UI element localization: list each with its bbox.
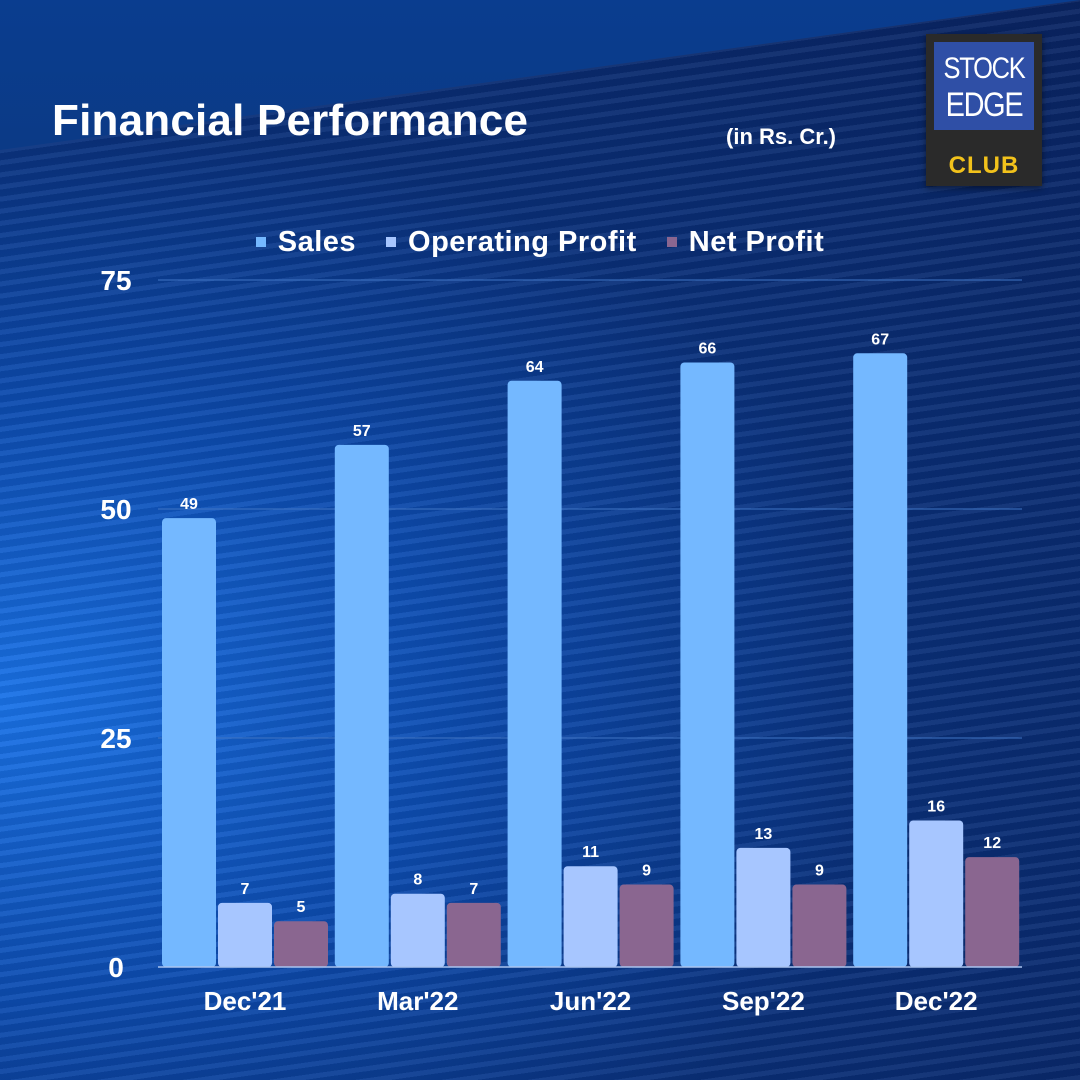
bar-net-profit-mar-22	[446, 902, 501, 967]
logo-text-stock: STOCK	[943, 52, 1025, 85]
x-tick-label-dec-21: Dec'21	[204, 986, 287, 1016]
y-tick-label-50: 50	[100, 494, 131, 525]
y-tick-label-25: 25	[100, 723, 131, 754]
logo-text-edge: EDGE	[945, 86, 1024, 124]
logo-box: STOCK EDGE	[934, 42, 1034, 130]
data-label-sales-mar-22: 57	[353, 423, 371, 440]
data-label-sales-dec-21: 49	[180, 496, 198, 513]
x-tick-label-sep-22: Sep'22	[722, 986, 805, 1016]
bar-sales-dec-21	[162, 518, 216, 967]
chart-title: Financial Performance	[52, 96, 529, 145]
bar-operating-profit-dec-22	[909, 820, 964, 967]
bar-net-profit-dec-22	[965, 857, 1020, 967]
bar-sales-sep-22	[680, 362, 735, 967]
x-tick-label-dec-22: Dec'22	[895, 986, 978, 1016]
bar-operating-profit-dec-21	[218, 902, 272, 967]
legend-swatch-net-profit	[666, 237, 677, 247]
data-label-net-profit-jun-22: 9	[642, 863, 651, 880]
bar-net-profit-jun-22	[619, 884, 674, 967]
legend-swatch-operating-profit	[386, 237, 397, 247]
data-label-sales-dec-22: 67	[871, 331, 889, 348]
y-tick-label-75: 75	[100, 265, 131, 296]
bar-operating-profit-sep-22	[736, 847, 791, 967]
bar-net-profit-sep-22	[792, 884, 847, 967]
legend-label-sales: Sales	[277, 225, 357, 258]
legend-item-operating-profit: Operating Profit	[386, 226, 637, 259]
data-label-net-profit-mar-22: 7	[469, 881, 478, 898]
data-label-operating-profit-sep-22: 13	[755, 826, 773, 843]
data-label-operating-profit-jun-22: 11	[582, 844, 599, 861]
data-label-sales-sep-22: 66	[699, 340, 717, 357]
y-tick-label-0: 0	[108, 952, 124, 983]
data-label-operating-profit-dec-22: 16	[927, 798, 945, 815]
bar-sales-jun-22	[507, 380, 562, 967]
data-label-net-profit-sep-22: 9	[815, 863, 824, 880]
data-label-net-profit-dec-21: 5	[297, 899, 306, 916]
bar-sales-mar-22	[334, 444, 389, 967]
bar-operating-profit-jun-22	[563, 866, 618, 967]
data-label-net-profit-dec-22: 12	[983, 835, 1001, 852]
logo-text-club: CLUB	[948, 152, 1020, 179]
legend-item-sales: Sales	[255, 225, 357, 259]
bar-operating-profit-mar-22	[390, 893, 445, 967]
stockedge-club-logo: STOCK EDGE CLUB	[926, 34, 1042, 186]
data-label-operating-profit-mar-22: 8	[413, 872, 422, 889]
legend-label-operating-profit: Operating Profit	[408, 225, 637, 258]
data-label-operating-profit-dec-21: 7	[241, 881, 250, 898]
x-tick-label-jun-22: Jun'22	[550, 986, 631, 1016]
legend: Sales Operating Profit Net Profit	[0, 222, 1080, 262]
legend-label-net-profit: Net Profit	[688, 225, 825, 258]
x-tick-label-mar-22: Mar'22	[377, 986, 458, 1016]
bar-net-profit-dec-21	[274, 921, 328, 967]
bar-sales-dec-22	[853, 353, 908, 967]
unit-note: (in Rs. Cr.)	[726, 124, 837, 149]
data-label-sales-jun-22: 64	[526, 359, 544, 376]
legend-item-net-profit: Net Profit	[666, 225, 825, 259]
legend-swatch-sales	[255, 237, 266, 247]
